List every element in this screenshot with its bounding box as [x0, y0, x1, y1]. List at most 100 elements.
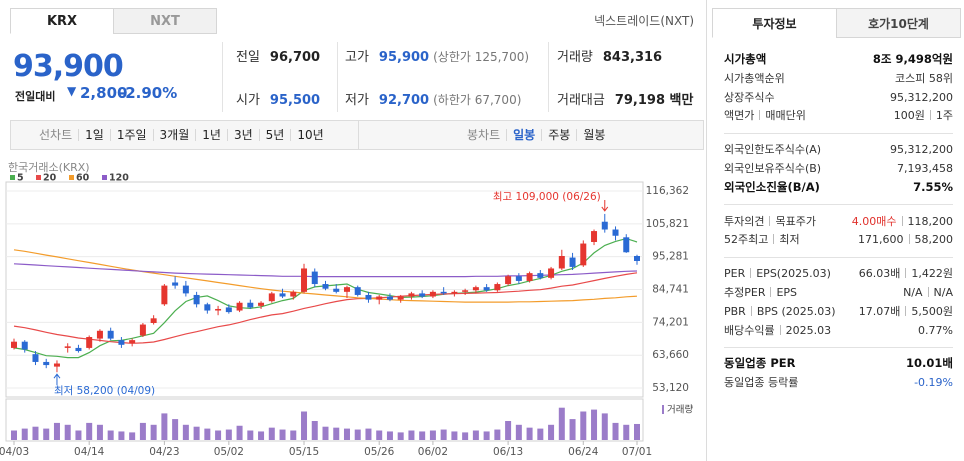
- volume-legend-swatch: [662, 405, 664, 414]
- row-value: 17.07배: [858, 305, 901, 318]
- candle-body: [623, 237, 630, 253]
- volume-bar: [494, 429, 501, 440]
- legend-swatch: [102, 175, 107, 180]
- candle-body: [322, 284, 329, 289]
- row-value: 8조 9,498억원: [872, 52, 953, 66]
- candle-body: [11, 341, 17, 348]
- candle-body: [634, 256, 640, 261]
- section-divider: [724, 204, 953, 205]
- price-chart: 한국거래소(KRX) 116,362 105,821 95,281 84,741 74,…: [0, 161, 693, 458]
- volume-bar: [182, 424, 189, 440]
- volume-bar: [21, 428, 28, 440]
- candle-body: [215, 308, 222, 311]
- period-button[interactable]: 3년: [226, 129, 259, 141]
- candle-body: [612, 229, 619, 236]
- info-row: PER EPS(2025.03) 66.03배 1,422원: [724, 264, 953, 282]
- y-tick-label: 116,362: [646, 185, 689, 197]
- value: 96,700: [269, 50, 321, 65]
- row-labels: 배당수익률 2025.03: [724, 322, 831, 338]
- row-labels: 동일업종 PER: [724, 355, 795, 371]
- legend-label: 5: [17, 173, 24, 184]
- separator: [773, 234, 775, 244]
- volume-bar: [558, 407, 565, 440]
- row-label: 외국인보유주식수(B): [724, 162, 822, 175]
- candle-body: [96, 330, 103, 339]
- volume-bar: [634, 423, 640, 440]
- label: 저가: [345, 93, 369, 108]
- volume-bar: [515, 424, 522, 440]
- row-label: 투자의견: [724, 215, 765, 228]
- moving-average-line: [13, 263, 638, 278]
- volume-bar: [311, 421, 318, 440]
- tab-krx[interactable]: KRX: [10, 8, 114, 34]
- candle-body: [182, 285, 189, 294]
- row-label: 동일업종 등락률: [724, 376, 799, 389]
- row-values: 0.77%: [918, 324, 953, 337]
- row-value: N/A: [903, 285, 923, 299]
- candle-body: [580, 243, 587, 266]
- volume-bar: [247, 430, 254, 440]
- volume-bar: [386, 431, 393, 440]
- current-price: 93,900: [13, 49, 124, 84]
- x-tick-label: 05/26: [364, 446, 395, 458]
- row-value: 66.03배: [858, 267, 901, 280]
- legend-swatch: [36, 175, 41, 180]
- period-button[interactable]: 1년: [195, 129, 227, 141]
- period-button[interactable]: 5년: [258, 129, 291, 141]
- volume-bar: [591, 409, 598, 440]
- volume-legend-label: 거래량: [667, 404, 693, 416]
- period-button[interactable]: 10년: [290, 129, 329, 141]
- candle-body: [75, 347, 82, 352]
- change-rate: -2.90%: [119, 84, 178, 102]
- legend-label: 60: [76, 173, 90, 184]
- tab-info[interactable]: 투자정보: [712, 8, 837, 38]
- candle-body: [258, 302, 265, 306]
- note: (하한가 67,700): [433, 93, 522, 107]
- candle-chart-toggle[interactable]: 봉차트: [467, 128, 501, 142]
- separator: [750, 268, 752, 278]
- volume-bar: [343, 428, 350, 440]
- candle-body: [139, 324, 146, 336]
- volume-bar: [569, 419, 576, 440]
- candle-body: [429, 291, 436, 297]
- period-button[interactable]: 3개월: [152, 129, 196, 141]
- candle-period-button[interactable]: 주봉: [541, 129, 576, 141]
- moving-average-line: [13, 272, 638, 344]
- row-values: 코스피 58위: [895, 70, 953, 86]
- candle-body: [225, 307, 232, 313]
- tab-nxt[interactable]: NXT: [113, 8, 217, 34]
- candle-body: [43, 361, 50, 366]
- candle-period-button[interactable]: 월봉: [576, 129, 611, 141]
- line-chart-toggle[interactable]: 선차트: [39, 128, 73, 142]
- row-values: 95,312,200: [890, 91, 953, 104]
- period-button[interactable]: 1일: [78, 129, 110, 141]
- market-link[interactable]: 넥스트레이드(NXT): [594, 14, 694, 28]
- volume-bar: [204, 428, 211, 440]
- info-row: 액면가 매매단위 100원 1주: [724, 106, 953, 124]
- section-divider: [724, 347, 953, 348]
- section-divider: [724, 257, 953, 258]
- period-button[interactable]: 1주일: [109, 129, 153, 141]
- volume-bar: [451, 431, 458, 440]
- candle-body: [333, 288, 340, 292]
- candle-body: [419, 293, 426, 297]
- row-label: 시가총액순위: [724, 72, 785, 85]
- candle-period-button[interactable]: 일봉: [506, 129, 541, 141]
- candle-body: [558, 256, 565, 269]
- info-row: 배당수익률 2025.03 0.77%: [724, 321, 953, 339]
- row-labels: 시가총액순위: [724, 70, 785, 86]
- x-tick-label: 04/03: [0, 446, 29, 458]
- tab-orderbook[interactable]: 호가10단계: [836, 8, 961, 38]
- row-label: 상장주식수: [724, 91, 775, 104]
- high-arrow: [601, 199, 609, 212]
- legend-label: 20: [43, 173, 57, 184]
- row-label: 최저: [779, 233, 800, 246]
- row-value: 5,500원: [911, 305, 953, 318]
- moving-average-line: [13, 249, 638, 303]
- info-row: 추정PER EPS N/A N/A: [724, 283, 953, 301]
- candle-body: [150, 318, 157, 323]
- change-label: 전일대비: [15, 90, 56, 103]
- volume-bar: [193, 426, 200, 440]
- y-tick-label: 95,281: [652, 251, 689, 263]
- volume-bar: [53, 422, 60, 440]
